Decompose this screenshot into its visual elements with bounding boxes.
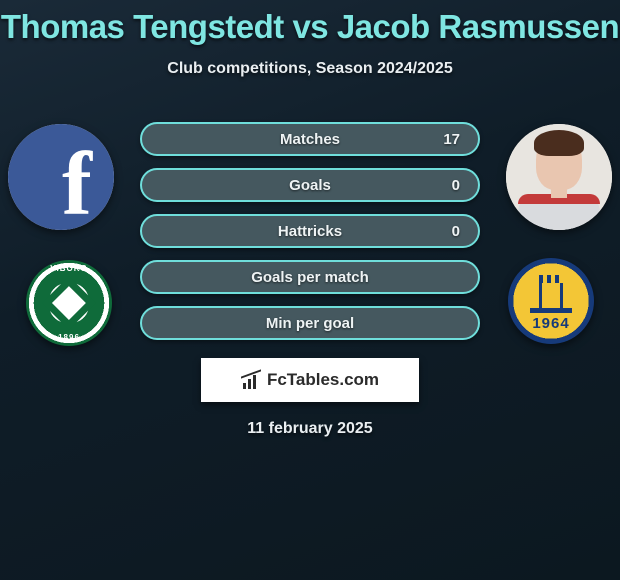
stat-pill: Min per goal — [140, 306, 480, 340]
facebook-f-glyph: f — [62, 133, 92, 230]
stat-pill: Matches 17 — [140, 122, 480, 156]
club-left-crest: VIBORG 1896 — [26, 260, 112, 346]
facebook-icon: f — [8, 124, 114, 230]
date-text: 11 february 2025 — [140, 420, 480, 438]
stat-label: Goals per match — [251, 269, 369, 286]
crest-year: 1964 — [508, 315, 594, 332]
crest-top-text: VIBORG — [26, 264, 112, 273]
crest-bottom-text: 1896 — [26, 333, 112, 342]
stat-label: Goals — [289, 177, 331, 194]
stat-value-right: 0 — [452, 177, 460, 194]
stat-label: Min per goal — [266, 315, 354, 332]
stat-pills: Matches 17 Goals 0 Hattricks 0 Goals per… — [140, 122, 480, 438]
player-right-avatar — [506, 124, 612, 230]
subtitle: Club competitions, Season 2024/2025 — [0, 60, 620, 78]
club-right-crest: 1964 — [508, 258, 594, 344]
stat-pill: Goals 0 — [140, 168, 480, 202]
player-left-avatar: f — [8, 124, 114, 230]
player-photo-icon — [506, 124, 612, 230]
brand-badge: FcTables.com — [201, 358, 419, 402]
stat-pill: Hattricks 0 — [140, 214, 480, 248]
brand-text: FcTables.com — [267, 370, 379, 390]
stat-label: Matches — [280, 131, 340, 148]
page-title: Thomas Tengstedt vs Jacob Rasmussen — [0, 0, 620, 46]
stat-value-right: 17 — [443, 131, 460, 148]
stat-pill: Goals per match — [140, 260, 480, 294]
brondby-crest-icon: 1964 — [508, 258, 594, 344]
viborg-crest-icon: VIBORG 1896 — [26, 260, 112, 346]
comparison-card: Thomas Tengstedt vs Jacob Rasmussen Club… — [0, 0, 620, 580]
stat-value-right: 0 — [452, 223, 460, 240]
stat-label: Hattricks — [278, 223, 342, 240]
chart-icon — [241, 371, 261, 389]
